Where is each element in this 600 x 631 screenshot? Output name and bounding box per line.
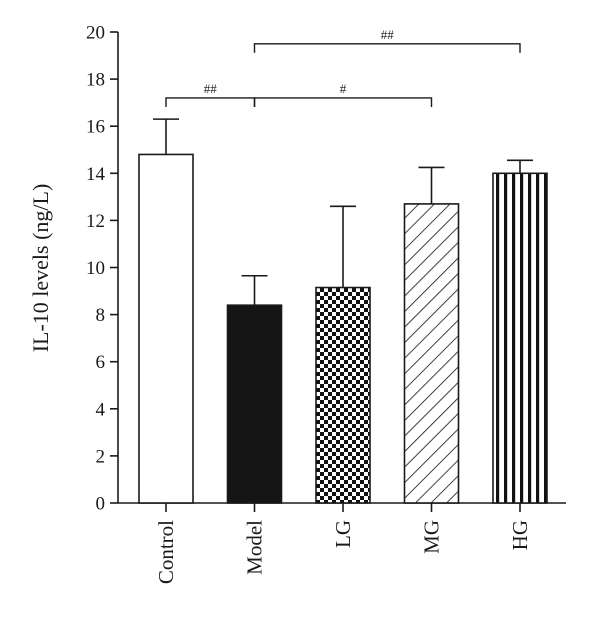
error-bar-model (241, 274, 268, 306)
y-tick-label: 14 (86, 164, 106, 185)
x-tick-label-hg: HG (508, 520, 532, 550)
y-axis-title: IL-10 levels (ng/L) (28, 184, 53, 353)
y-tick-label: 18 (86, 70, 105, 91)
x-axis-labels: Control Model LG MG HG (154, 520, 532, 584)
y-tick-label: 20 (86, 23, 105, 44)
bars (138, 153, 548, 504)
x-tick-label-mg: MG (420, 520, 444, 554)
error-bars (153, 118, 533, 306)
bar-hg (492, 172, 548, 504)
significance-label: ## (381, 27, 395, 42)
bracket-line (253, 43, 521, 53)
x-tick-label-model: Model (243, 520, 267, 575)
y-axis-ticks: 0 2 4 6 8 10 12 14 16 18 20 (86, 23, 118, 515)
significance-bracket: ## (165, 81, 256, 107)
bar-lg (315, 286, 371, 504)
y-tick-label: 8 (96, 305, 106, 326)
error-bar-hg (507, 159, 533, 174)
significance-label: ## (204, 81, 218, 96)
y-tick-label: 6 (96, 352, 106, 373)
error-bar-lg (330, 205, 356, 288)
x-tick-label-lg: LG (331, 520, 355, 548)
y-tick-label: 16 (86, 117, 105, 138)
error-bar-mg (418, 166, 445, 204)
significance-brackets: ## ### (165, 27, 521, 107)
bracket-line (253, 97, 433, 107)
y-tick-label: 2 (96, 446, 106, 467)
x-tick-label-control: Control (154, 520, 178, 584)
y-tick-label: 4 (96, 399, 106, 420)
significance-bracket: ## (253, 27, 521, 53)
bar-mg (403, 203, 460, 504)
significance-label: # (340, 81, 347, 96)
bracket-line (165, 97, 256, 107)
significance-bracket: # (253, 81, 433, 107)
y-tick-label: 12 (86, 211, 105, 232)
y-tick-label: 0 (96, 494, 106, 515)
error-bar-control (153, 118, 179, 155)
y-tick-label: 10 (86, 258, 105, 279)
bar-model (226, 304, 283, 504)
bar-control (138, 153, 194, 504)
